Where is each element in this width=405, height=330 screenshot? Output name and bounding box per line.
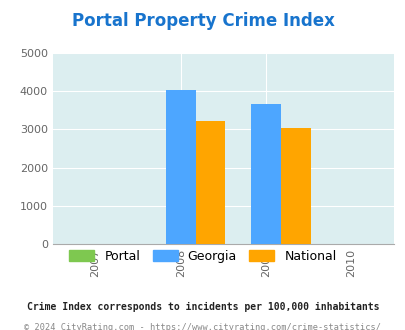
Bar [250,105,280,244]
Bar [165,90,195,244]
Bar [195,121,225,244]
Bar [280,128,310,244]
Text: Portal Property Crime Index: Portal Property Crime Index [71,12,334,30]
Text: Crime Index corresponds to incidents per 100,000 inhabitants: Crime Index corresponds to incidents per… [27,302,378,312]
Legend: Portal, Georgia, National: Portal, Georgia, National [64,245,341,268]
Text: © 2024 CityRating.com - https://www.cityrating.com/crime-statistics/: © 2024 CityRating.com - https://www.city… [24,323,381,330]
